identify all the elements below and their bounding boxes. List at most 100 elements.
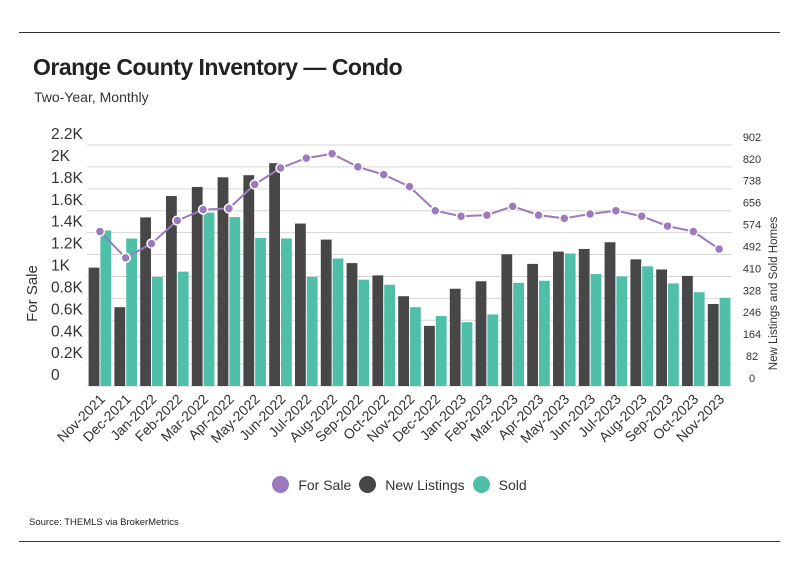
point-for-sale [249, 179, 260, 190]
bar-new-listings [269, 163, 280, 386]
y-left-axis-title: For Sale [24, 265, 41, 322]
bar-sold [358, 279, 370, 386]
chart-title: Orange County Inventory — Condo [33, 54, 403, 80]
point-for-sale [197, 204, 209, 215]
point-for-sale [404, 181, 415, 192]
y-right-tick-label: 246 [743, 307, 761, 319]
point-for-sale [326, 148, 338, 160]
y-right-tick-label: 738 [743, 176, 761, 188]
legend-item-for-sale[interactable]: For Sale [272, 476, 351, 493]
chart-canvas: 0 0.2K 0.4K 0.6K 0.8K 1K 1.2K 1.4K 1.6K 1.8K 2K 2.2… [24, 126, 780, 446]
bar-new-listings [140, 217, 151, 386]
bar-new-listings [707, 303, 719, 386]
legend-label-sold: Sold [498, 476, 527, 493]
bar-new-listings [166, 196, 177, 386]
legend-swatch-sold [472, 476, 490, 493]
y-right-tick-label: 574 [743, 220, 761, 232]
bar-sold [693, 292, 705, 386]
legend-swatch-new-listings [359, 476, 377, 493]
bar-sold [177, 271, 189, 386]
y-right-tick-label: 656 [743, 198, 761, 210]
top-rule [19, 32, 780, 33]
bar-new-listings [320, 239, 332, 386]
source-note: Source: THEMLS via BrokerMetrics [29, 517, 179, 528]
point-for-sale [223, 203, 235, 214]
y-left-tick-label: 2K [51, 148, 71, 165]
bar-new-listings [604, 242, 616, 386]
bar-sold [461, 322, 473, 386]
point-for-sale [275, 162, 286, 174]
bar-sold [487, 314, 499, 386]
bar-new-listings [475, 281, 487, 386]
bar-new-listings [578, 248, 590, 386]
bar-new-listings [114, 307, 126, 386]
bar-new-listings [346, 263, 358, 386]
y-right-tick-label: 0 [749, 373, 755, 385]
bar-sold [100, 230, 112, 386]
y-left-tick-label: 1.2K [51, 236, 84, 253]
bar-sold [152, 276, 163, 386]
point-for-sale [172, 215, 183, 226]
bar-sold [255, 237, 266, 386]
bar-sold [203, 212, 215, 386]
point-for-sale [378, 169, 389, 180]
y-right-tick-label: 410 [743, 263, 761, 275]
legend-label-new-listings: New Listings [385, 476, 465, 493]
point-for-sale [507, 201, 518, 212]
bar-new-listings [372, 275, 384, 386]
point-for-sale [688, 226, 699, 237]
bar-sold [410, 307, 421, 386]
point-for-sale [584, 208, 596, 220]
point-for-sale [120, 252, 131, 264]
bar-new-listings [243, 175, 255, 386]
chart-legend: For Sale New Listings Sold [0, 476, 799, 493]
point-for-sale [455, 210, 467, 222]
point-for-sale [559, 213, 570, 224]
y-right-tick-label: 902 [743, 132, 761, 144]
bar-new-listings [217, 177, 229, 386]
legend-item-sold[interactable]: Sold [472, 476, 527, 493]
point-for-sale [481, 209, 493, 221]
bar-sold [642, 266, 653, 386]
bar-new-listings [501, 254, 513, 386]
y-left-tick-label: 1.8K [51, 170, 84, 187]
point-for-sale [713, 243, 725, 255]
bar-new-listings [630, 259, 642, 386]
bar-new-listings [527, 263, 538, 386]
y-left-tick-label: 0.4K [51, 323, 84, 340]
bottom-rule [19, 541, 780, 542]
legend-swatch-for-sale [272, 476, 290, 493]
y-right-tick-label: 82 [746, 351, 758, 363]
bar-new-listings [449, 288, 461, 386]
bar-sold [435, 315, 447, 386]
y-left-tick-label: 0.2K [51, 345, 84, 362]
bar-sold [590, 274, 602, 386]
point-for-sale [352, 161, 364, 173]
y-right-tick-label: 164 [743, 329, 761, 341]
bar-new-listings [295, 223, 306, 386]
bar-new-listings [88, 267, 100, 386]
y-right-tick-label: 492 [743, 241, 761, 253]
point-for-sale [430, 205, 441, 216]
bar-new-listings [553, 251, 564, 386]
legend-item-new-listings[interactable]: New Listings [359, 476, 465, 493]
bar-new-listings [656, 269, 667, 386]
bar-sold [564, 253, 576, 386]
bar-sold [384, 284, 395, 386]
y-left-tick-label: 0.8K [51, 279, 84, 296]
point-for-sale [301, 152, 312, 164]
y-left-tick-label: 1.6K [51, 192, 84, 209]
bar-new-listings [398, 296, 409, 386]
y-left-tick-label: 1.4K [51, 214, 84, 231]
bar-sold [306, 276, 318, 386]
bar-sold [719, 297, 731, 386]
bar-sold [513, 282, 524, 386]
bar-sold [539, 280, 550, 386]
bar-new-listings [424, 325, 435, 386]
y-right-tick-label: 820 [743, 154, 761, 166]
point-for-sale [94, 226, 106, 237]
y-left-tick-label: 0.6K [51, 301, 84, 318]
bar-sold [668, 283, 679, 386]
y-left-tick-label: 0 [51, 367, 60, 384]
point-for-sale [610, 205, 622, 216]
